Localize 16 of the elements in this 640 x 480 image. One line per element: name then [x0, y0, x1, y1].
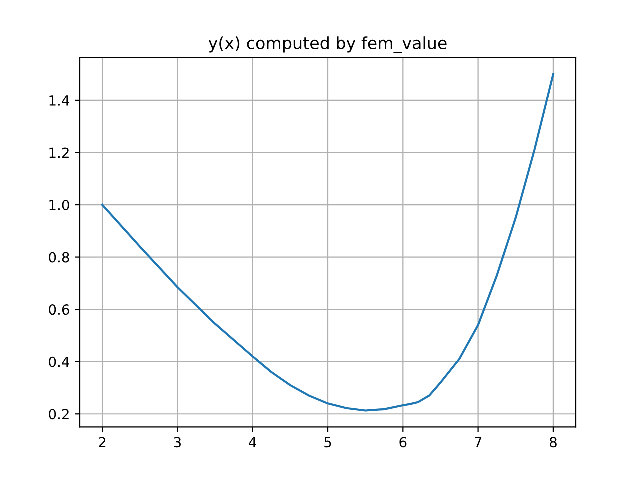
- y-tick-label: 0.4: [49, 356, 70, 368]
- x-tick-label: 2: [99, 437, 106, 448]
- x-tick-label: 8: [550, 437, 557, 448]
- x-tick-label: 4: [249, 437, 256, 448]
- x-tick-label: 7: [475, 437, 482, 448]
- y-tick-label: 1.4: [50, 96, 70, 106]
- line-series: [102, 73, 554, 412]
- y-tick-label: 0.8: [49, 252, 70, 263]
- x-tick-label: 5: [324, 437, 332, 448]
- y-tick-label: 1.0: [50, 200, 70, 210]
- x-tick-label: 3: [174, 437, 181, 448]
- y-tick-label: 0.6: [49, 304, 70, 316]
- y-tick-label: 0.2: [49, 409, 69, 420]
- x-tick-label: 6: [400, 437, 407, 448]
- y-tick-label: 1.2: [50, 148, 69, 158]
- chart-title: y(x) computed by fem_value: [208, 36, 447, 54]
